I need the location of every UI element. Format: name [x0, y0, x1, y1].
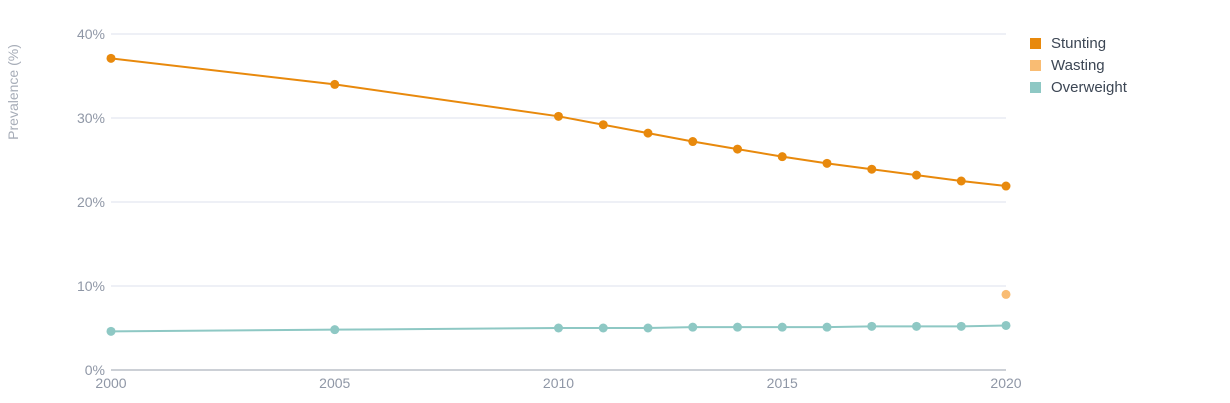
stunting-point[interactable] [106, 53, 116, 63]
legend-item-stunting[interactable]: Stunting [1030, 35, 1106, 52]
overweight-point[interactable] [1001, 320, 1011, 330]
stunting-point[interactable] [1001, 181, 1011, 191]
overweight-point[interactable] [106, 326, 116, 336]
legend-item-wasting[interactable]: Wasting [1030, 57, 1105, 74]
wasting-point[interactable] [1001, 289, 1011, 299]
x-tick-labels: 2000 2005 2010 2015 2020 [95, 375, 1021, 391]
overweight-point[interactable] [598, 323, 608, 333]
legend-label: Wasting [1051, 57, 1105, 74]
stunting-point[interactable] [912, 170, 921, 180]
stunting-point[interactable] [822, 158, 832, 168]
x-tick-label: 2020 [990, 375, 1021, 391]
stunting-point[interactable] [733, 144, 742, 154]
gridlines [111, 33, 1006, 371]
overweight-point[interactable] [643, 323, 653, 333]
y-tick-label: 20% [77, 194, 105, 210]
series-stunting [106, 53, 1011, 191]
overweight-point[interactable] [554, 323, 563, 333]
x-tick-label: 2000 [95, 375, 126, 391]
legend: Stunting Wasting Overweight [1030, 35, 1128, 96]
series-wasting [1001, 289, 1011, 299]
stunting-point[interactable] [554, 111, 563, 121]
y-axis-title: Prevalence (%) [5, 44, 21, 140]
overweight-point[interactable] [822, 322, 832, 332]
stunting-point[interactable] [643, 128, 653, 138]
legend-swatch [1030, 38, 1041, 49]
legend-label: Stunting [1051, 35, 1106, 52]
y-tick-label: 30% [77, 110, 105, 126]
stunting-point[interactable] [867, 164, 877, 174]
stunting-point[interactable] [777, 152, 787, 162]
series-layer [106, 53, 1011, 336]
x-tick-label: 2005 [319, 375, 350, 391]
stunting-point[interactable] [956, 176, 966, 186]
series-overweight [106, 320, 1011, 336]
y-tick-label: 10% [77, 278, 105, 294]
stunting-point[interactable] [330, 79, 340, 89]
overweight-point[interactable] [688, 322, 698, 332]
overweight-point[interactable] [777, 322, 787, 332]
legend-item-overweight[interactable]: Overweight [1030, 79, 1128, 96]
y-tick-label: 0% [85, 362, 105, 378]
y-tick-labels: 0% 10% 20% 30% 40% [77, 26, 105, 378]
overweight-point[interactable] [912, 321, 921, 331]
legend-label: Overweight [1051, 79, 1128, 96]
overweight-point[interactable] [733, 322, 742, 332]
x-tick-label: 2015 [767, 375, 798, 391]
overweight-point[interactable] [330, 325, 340, 335]
overweight-point[interactable] [956, 321, 966, 331]
legend-swatch [1030, 60, 1041, 71]
x-tick-label: 2010 [543, 375, 574, 391]
legend-swatch [1030, 82, 1041, 93]
overweight-point[interactable] [867, 321, 877, 331]
y-tick-label: 40% [77, 26, 105, 42]
stunting-point[interactable] [598, 120, 608, 130]
stunting-point[interactable] [688, 137, 698, 147]
